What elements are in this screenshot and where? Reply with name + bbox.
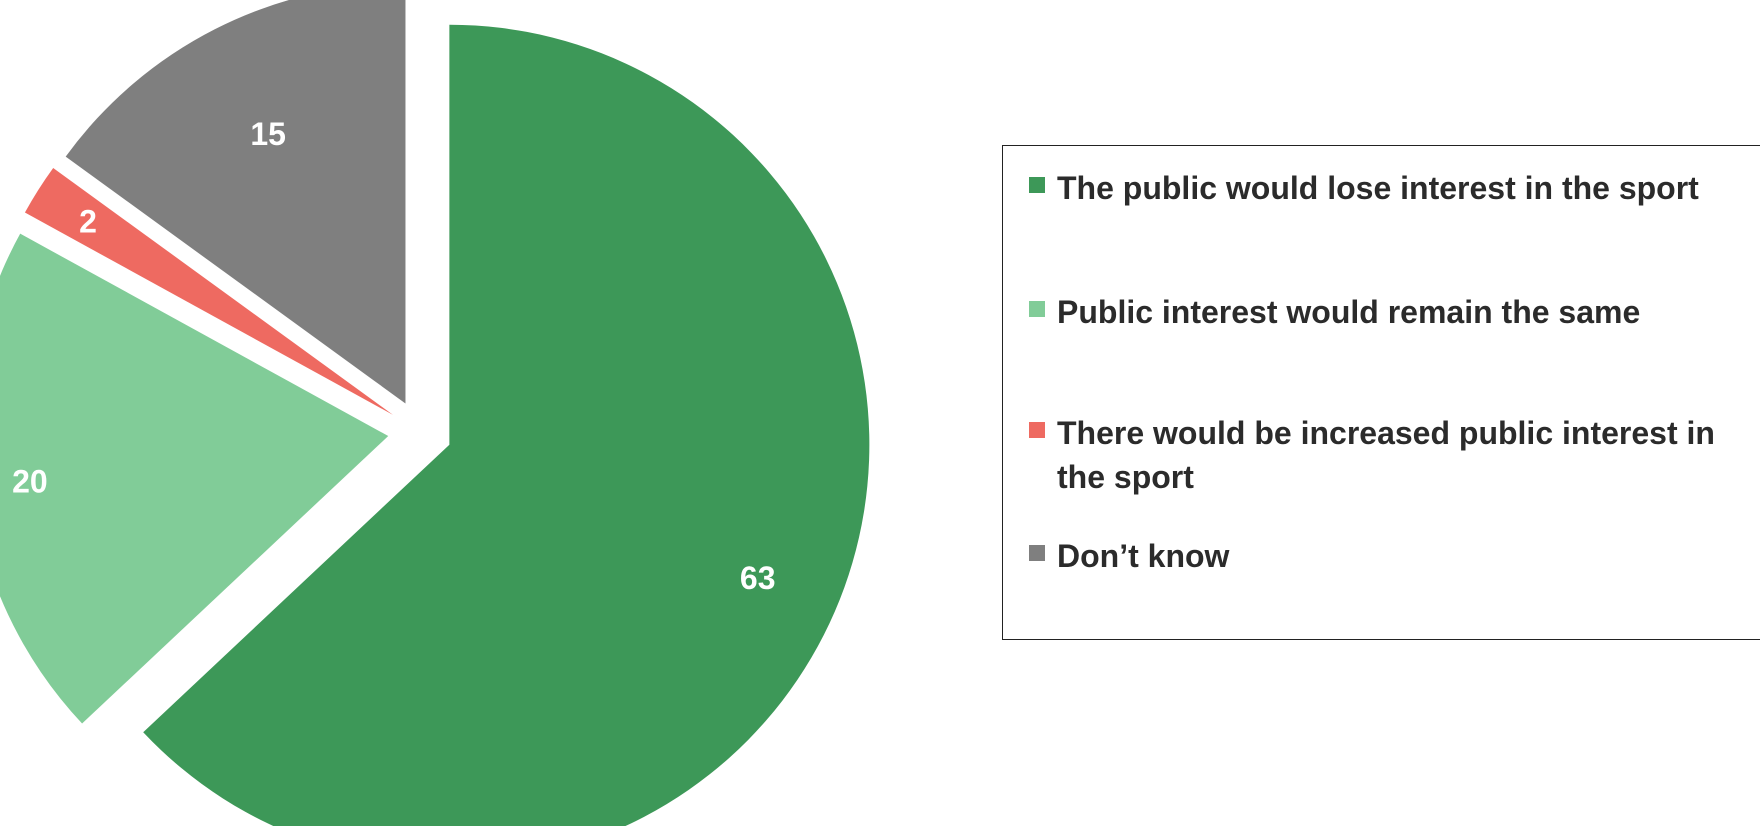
slice-value-label-lose-interest: 63 [740,560,776,596]
slice-value-label-increased-interest: 2 [79,203,97,239]
legend-item-dont-know: Don’t know [1029,534,1760,578]
legend-item-remain-same: Public interest would remain the same [1029,290,1760,334]
legend-item-increased-interest: There would be increased public interest… [1029,411,1760,499]
pie-slice-remain-same [0,233,389,724]
slice-value-label-remain-same: 20 [12,463,48,499]
pie-slice-increased-interest [24,167,393,415]
legend-label-remain-same: Public interest would remain the same [1057,294,1641,330]
legend-item-lose-interest: The public would lose interest in the sp… [1029,166,1760,210]
legend-label-lose-interest: The public would lose interest in the sp… [1057,170,1699,206]
pie-slice-lose-interest [143,24,870,826]
chart-legend: The public would lose interest in the sp… [1002,145,1760,640]
legend-label-increased-interest: There would be increased public interest… [1057,415,1715,495]
legend-label-dont-know: Don’t know [1057,538,1230,574]
legend-swatch-dont-know [1029,545,1045,561]
legend-swatch-increased-interest [1029,422,1045,438]
pie-slice-dont-know [65,0,406,404]
legend-swatch-lose-interest [1029,177,1045,193]
slice-value-labels: 63 20 2 15 [12,116,775,596]
slice-value-label-dont-know: 15 [250,116,286,152]
legend-swatch-remain-same [1029,301,1045,317]
pie-slices [0,0,870,826]
